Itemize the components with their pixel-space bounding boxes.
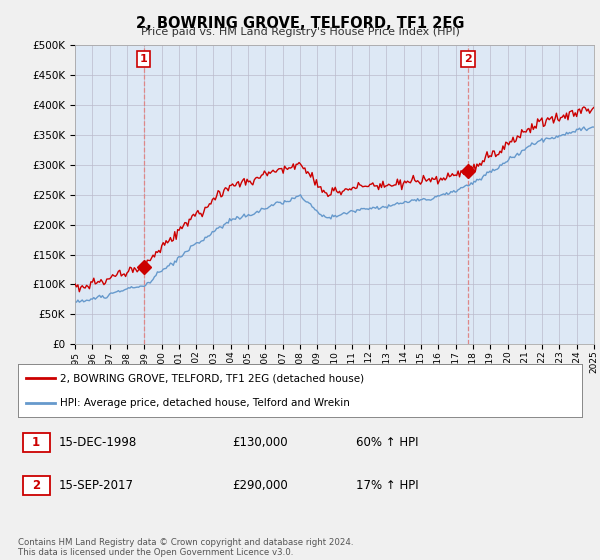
Text: 1: 1: [32, 436, 40, 449]
Text: 15-DEC-1998: 15-DEC-1998: [59, 436, 137, 449]
FancyBboxPatch shape: [23, 433, 50, 452]
Text: 2: 2: [32, 479, 40, 492]
Text: 1: 1: [140, 54, 148, 64]
Text: 2, BOWRING GROVE, TELFORD, TF1 2EG: 2, BOWRING GROVE, TELFORD, TF1 2EG: [136, 16, 464, 31]
FancyBboxPatch shape: [23, 476, 50, 495]
Text: 2, BOWRING GROVE, TELFORD, TF1 2EG (detached house): 2, BOWRING GROVE, TELFORD, TF1 2EG (deta…: [60, 374, 364, 384]
Text: 60% ↑ HPI: 60% ↑ HPI: [356, 436, 419, 449]
Text: 15-SEP-2017: 15-SEP-2017: [59, 479, 134, 492]
Text: £130,000: £130,000: [232, 436, 288, 449]
Text: 2: 2: [464, 54, 472, 64]
Text: Contains HM Land Registry data © Crown copyright and database right 2024.
This d: Contains HM Land Registry data © Crown c…: [18, 538, 353, 557]
Text: £290,000: £290,000: [232, 479, 288, 492]
Text: 17% ↑ HPI: 17% ↑ HPI: [356, 479, 419, 492]
Text: HPI: Average price, detached house, Telford and Wrekin: HPI: Average price, detached house, Telf…: [60, 398, 350, 408]
Text: Price paid vs. HM Land Registry's House Price Index (HPI): Price paid vs. HM Land Registry's House …: [140, 27, 460, 37]
